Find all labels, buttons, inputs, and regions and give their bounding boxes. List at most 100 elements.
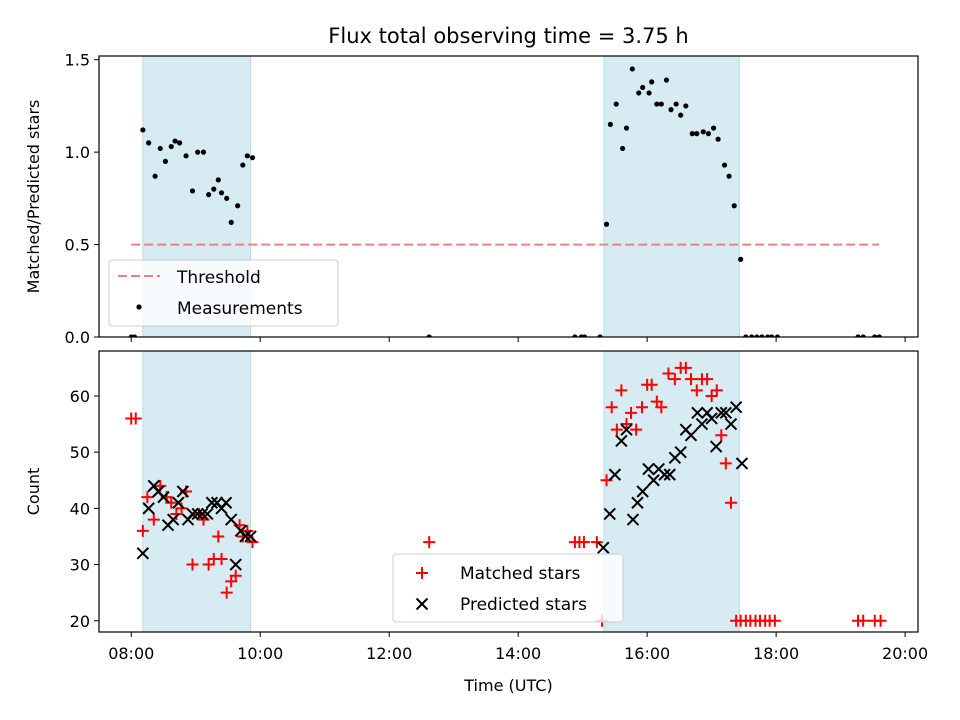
measurement-point bbox=[743, 334, 749, 337]
matched-star-point bbox=[715, 429, 728, 442]
matched-star-point bbox=[701, 373, 714, 386]
predicted-star-point bbox=[615, 434, 628, 448]
matched-star-point bbox=[136, 524, 149, 537]
measurement-point bbox=[206, 192, 212, 198]
measurement-point bbox=[649, 79, 655, 85]
measurement-point bbox=[774, 334, 781, 337]
matched-star-point bbox=[423, 536, 436, 549]
x-tick-label: 18:00 bbox=[753, 644, 799, 663]
matched-star-point bbox=[857, 614, 870, 627]
predicted-star-point bbox=[157, 490, 170, 504]
measurement-point bbox=[726, 173, 732, 179]
matched-star-point bbox=[685, 373, 698, 386]
matched-star-point bbox=[679, 361, 692, 374]
predicted-star-point bbox=[166, 513, 180, 526]
y-tick-label: 20 bbox=[70, 612, 90, 631]
measurement-point bbox=[715, 136, 721, 142]
measurement-point bbox=[689, 131, 695, 137]
measurement-point bbox=[607, 121, 613, 128]
x-tick-label: 16:00 bbox=[624, 644, 670, 663]
y-tick-label: 50 bbox=[70, 443, 90, 462]
bottom-panel: 20 30 40 50 60 08:00 10:00 12:00 14:00 16:00 18:00… bbox=[24, 350, 928, 695]
y-tick-label: 1.5 bbox=[65, 51, 90, 70]
measurement-point bbox=[195, 149, 201, 155]
measurement-point bbox=[694, 131, 700, 137]
legend-predicted-swatch bbox=[415, 597, 429, 611]
predicted-star-point bbox=[608, 468, 622, 481]
predicted-star-point bbox=[186, 507, 199, 521]
y-tick-label: 60 bbox=[70, 387, 90, 406]
matched-star-point bbox=[710, 384, 723, 397]
plot-area bbox=[125, 351, 887, 632]
measurement-point bbox=[152, 173, 158, 179]
predicted-star-point bbox=[663, 468, 676, 481]
predicted-star-point bbox=[705, 412, 718, 425]
measurement-point bbox=[654, 101, 660, 107]
measurement-point bbox=[738, 256, 744, 262]
predicted-star-point bbox=[205, 496, 219, 509]
predicted-star-point bbox=[620, 423, 633, 436]
legend-threshold-label: Threshold bbox=[176, 268, 261, 288]
y-axis-label: Matched/Predicted stars bbox=[24, 100, 43, 294]
measurement-point bbox=[215, 177, 221, 183]
measurement-point bbox=[636, 90, 642, 96]
measurement-point bbox=[131, 334, 138, 337]
legend-measurement-swatch bbox=[136, 304, 142, 310]
measurement-point bbox=[623, 125, 630, 131]
measurement-point bbox=[218, 190, 225, 196]
x-axis-label: Time (UTC) bbox=[463, 676, 552, 695]
matched-star-point bbox=[625, 406, 638, 419]
measurement-point bbox=[249, 155, 256, 161]
y-tick-label: 30 bbox=[70, 556, 90, 575]
matched-star-point bbox=[212, 530, 225, 543]
predicted-star-point bbox=[244, 530, 257, 543]
measurement-point bbox=[146, 140, 152, 146]
matched-star-point bbox=[147, 513, 160, 526]
matched-star-point bbox=[662, 367, 675, 380]
measurement-point bbox=[705, 131, 712, 137]
measurement-point bbox=[710, 125, 717, 131]
predicted-star-point bbox=[224, 513, 238, 526]
measurement-point bbox=[658, 101, 664, 107]
measurement-point bbox=[183, 153, 189, 159]
matched-star-point bbox=[615, 384, 628, 397]
matched-star-point bbox=[129, 412, 142, 425]
y-tick-label: 0.0 bbox=[65, 328, 90, 347]
predicted-star-point bbox=[176, 485, 190, 498]
predicted-star-point bbox=[597, 541, 610, 554]
measurement-point bbox=[754, 334, 760, 337]
predicted-star-point bbox=[219, 496, 233, 509]
matched-star-point bbox=[874, 614, 887, 627]
legend-matched-label: Matched stars bbox=[460, 564, 580, 584]
measurement-point bbox=[228, 219, 234, 225]
measurement-point bbox=[240, 162, 246, 168]
matched-star-point bbox=[690, 384, 703, 397]
predicted-star-point bbox=[142, 502, 155, 515]
matched-star-point bbox=[220, 586, 233, 599]
y-tick-label: 1.0 bbox=[65, 143, 90, 162]
matched-star-point bbox=[724, 496, 737, 509]
measurement-point bbox=[759, 334, 765, 337]
measurement-point bbox=[629, 66, 635, 72]
matched-star-point bbox=[577, 536, 590, 549]
legend-box bbox=[392, 553, 624, 623]
measurement-point bbox=[235, 203, 241, 209]
measurement-point bbox=[860, 334, 866, 337]
measurement-point bbox=[683, 103, 689, 109]
bottom-legend: Matched stars Predicted stars bbox=[392, 553, 624, 623]
matched-star-point bbox=[655, 401, 668, 414]
predicted-star-point bbox=[715, 406, 728, 420]
y-tick-label: 0.5 bbox=[65, 236, 90, 255]
x-tick-label: 14:00 bbox=[495, 644, 541, 663]
measurement-point bbox=[140, 127, 146, 133]
matched-star-point bbox=[620, 418, 633, 431]
axes-frame bbox=[98, 55, 919, 338]
predicted-star-point bbox=[631, 496, 644, 509]
top-panel: 0.0 0.5 1.0 1.5 Matched/Predicted stars Thres… bbox=[24, 51, 919, 347]
predicted-star-point bbox=[674, 445, 687, 459]
measurement-point bbox=[678, 112, 684, 118]
matched-star-point bbox=[590, 536, 603, 549]
measurement-point bbox=[640, 84, 646, 91]
measurement-point bbox=[872, 334, 878, 337]
measurement-point bbox=[721, 162, 728, 168]
